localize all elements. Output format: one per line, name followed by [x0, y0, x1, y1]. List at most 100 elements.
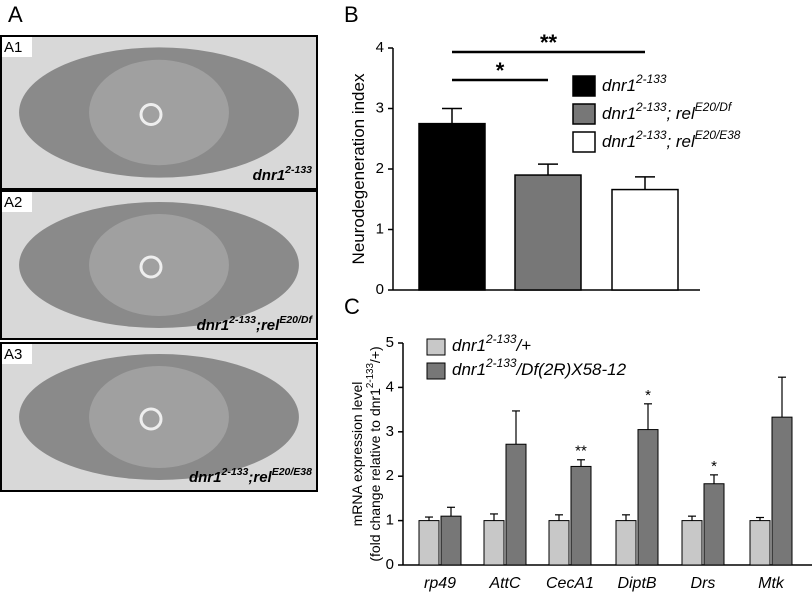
label-part: 2-133: [485, 332, 517, 346]
tissue: [139, 103, 163, 126]
panel-label: C: [344, 294, 360, 319]
tissue: [89, 59, 229, 166]
label-part: dnr1: [189, 469, 222, 486]
label: dnr12-133; relE20/E38: [602, 128, 741, 151]
label-part: 2-133: [485, 356, 517, 370]
label-part: dnr1: [197, 317, 230, 334]
label-part: /Df(2R)X58-12: [515, 360, 626, 379]
y-tick-label: 0: [386, 556, 394, 573]
label-part: /+): [367, 346, 383, 363]
significance: *: [711, 458, 717, 475]
significance: **: [540, 30, 558, 55]
label-part: dnr1: [602, 104, 636, 123]
label-part: dnr1: [452, 336, 486, 355]
significance: **: [575, 443, 587, 460]
image-label: A3: [4, 346, 22, 363]
x-tick-label: Drs: [691, 575, 716, 592]
x-tick-label: Mtk: [758, 575, 785, 592]
legend-swatch: [426, 362, 446, 380]
label-part: 2-133: [635, 100, 667, 114]
x-tick-label: rp49: [424, 575, 456, 592]
image-label: A2: [4, 194, 22, 211]
bar: [418, 520, 440, 566]
label-part: 2-133: [635, 128, 667, 142]
label-part: E20/Df: [695, 100, 733, 114]
bar: [703, 483, 725, 566]
label-part: dnr1: [367, 388, 383, 416]
label-part: mRNA expression level: [349, 382, 365, 527]
x-tick-label: DiptB: [617, 575, 656, 592]
tissue: [139, 255, 163, 279]
image-label: A1: [4, 39, 22, 56]
label: dnr12-133/Df(2R)X58-12: [452, 356, 627, 379]
label: dnr12-133; relE20/Df: [602, 100, 733, 123]
y-tick-label: 5: [386, 334, 394, 351]
bar: [771, 416, 793, 566]
panel-label: B: [344, 2, 359, 27]
label: Neurodegeneration index: [349, 73, 368, 264]
label-part: 2-133: [228, 314, 256, 326]
y-tick-label: 3: [386, 423, 394, 440]
label-bg: [2, 344, 32, 364]
bar: [615, 520, 637, 566]
tissue: [89, 366, 229, 468]
label: mRNA expression level: [349, 382, 365, 527]
tissue: [89, 214, 229, 316]
bar: [418, 122, 486, 291]
label-part: ;rel: [248, 469, 272, 486]
label-part: /+: [515, 336, 531, 355]
label-part: dnr1: [602, 132, 636, 151]
y-tick-label: 0: [376, 281, 384, 298]
bar: [514, 174, 582, 291]
label-part: E20/E38: [272, 466, 312, 478]
y-tick-label: 1: [386, 512, 394, 529]
y-tick-label: 4: [376, 39, 384, 56]
bar: [505, 443, 527, 566]
legend-swatch: [572, 75, 596, 97]
label-part: 2-133: [365, 363, 376, 389]
x-tick-label: CecA1: [546, 575, 594, 592]
label-part: ; rel: [666, 104, 696, 123]
bar: [440, 515, 462, 566]
legend-swatch: [572, 131, 596, 153]
x-tick-label: AttC: [488, 575, 521, 592]
bar: [611, 188, 679, 291]
label-part: dnr1: [452, 360, 486, 379]
bar: [681, 520, 703, 566]
legend-swatch: [426, 338, 446, 356]
label-part: 2-133: [221, 466, 249, 478]
label: dnr12-133;relE20/Df: [197, 314, 314, 334]
significance: *: [496, 58, 505, 83]
label: dnr12-133: [253, 164, 313, 184]
bar: [749, 520, 771, 566]
y-tick-label: 2: [386, 467, 394, 484]
y-tick-label: 3: [376, 99, 384, 116]
significance: *: [645, 387, 651, 404]
label-bg: [2, 37, 32, 57]
y-tick-label: 2: [376, 160, 384, 177]
panel-label: A: [8, 2, 23, 27]
label-part: E20/Df: [279, 314, 313, 326]
tissue: [139, 407, 163, 431]
label: (fold change relative to dnr12-133/+): [365, 346, 383, 561]
label: dnr12-133;relE20/E38: [189, 466, 312, 486]
label-part: ; rel: [666, 132, 696, 151]
legend-swatch: [572, 103, 596, 125]
y-tick-label: 4: [386, 378, 394, 395]
label: dnr12-133: [602, 72, 667, 95]
label-part: dnr1: [602, 76, 636, 95]
bar: [570, 465, 592, 566]
label-part: (fold change relative to: [367, 416, 383, 562]
bar: [483, 520, 505, 566]
label-part: E20/E38: [695, 128, 741, 142]
label-part: ;rel: [256, 317, 280, 334]
bar: [548, 520, 570, 566]
label-bg: [2, 192, 32, 212]
label: dnr12-133/+: [452, 332, 531, 355]
label-part: 2-133: [635, 72, 667, 86]
bar: [637, 429, 659, 566]
label-part: Neurodegeneration index: [349, 73, 368, 264]
label-part: 2-133: [284, 164, 312, 176]
label-part: dnr1: [253, 167, 286, 184]
